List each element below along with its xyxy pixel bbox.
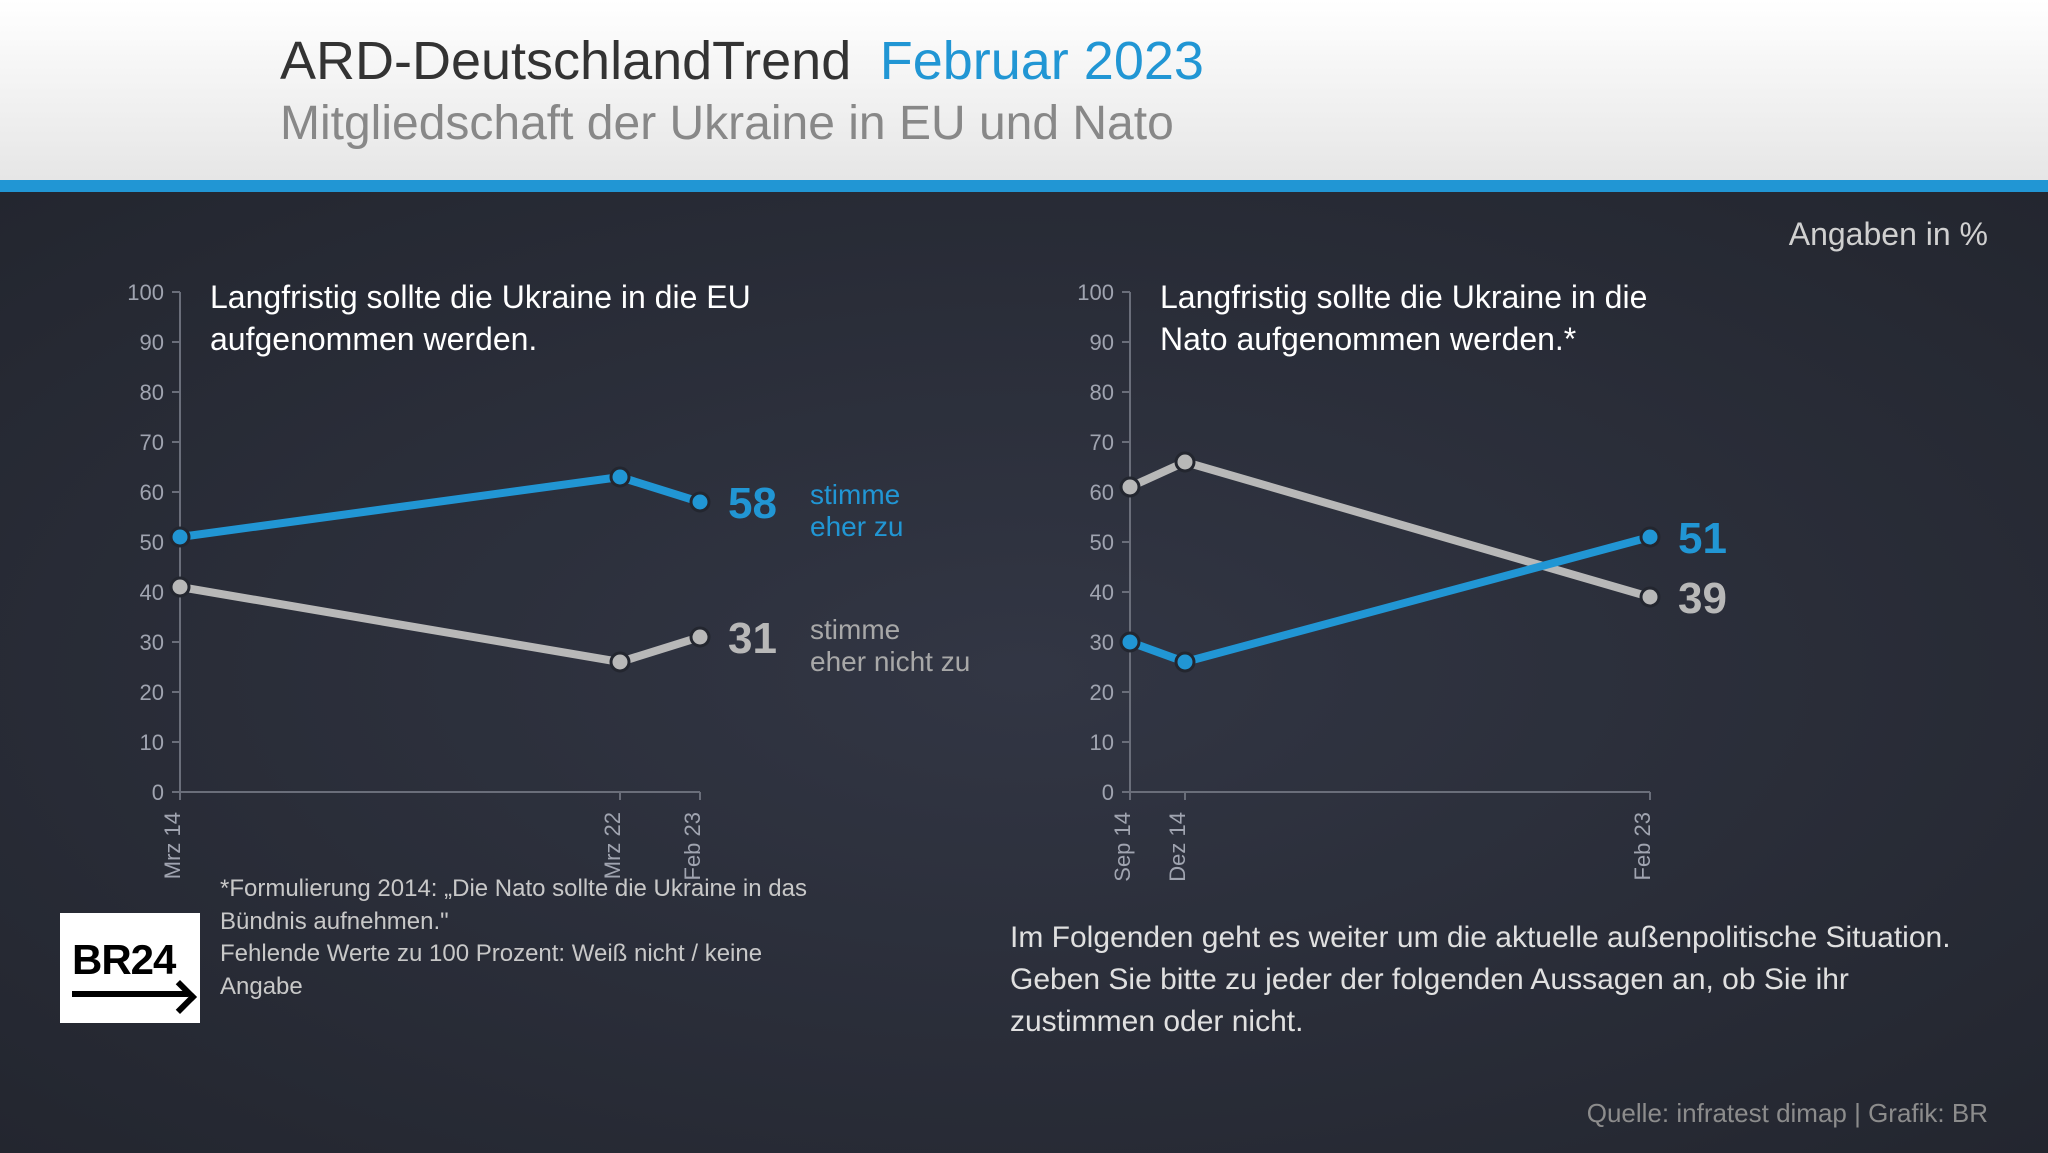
svg-text:80: 80 [140, 380, 164, 405]
svg-text:90: 90 [140, 330, 164, 355]
svg-text:20: 20 [1090, 680, 1114, 705]
svg-text:50: 50 [140, 530, 164, 555]
svg-text:60: 60 [140, 480, 164, 505]
chart-nato-title: Langfristig sollte die Ukraine in die Na… [1160, 277, 1720, 360]
source-credit: Quelle: infratest dimap | Grafik: BR [1587, 1098, 1988, 1129]
svg-text:Mrz 14: Mrz 14 [160, 812, 185, 879]
units-label: Angaben in % [1789, 216, 1988, 253]
svg-text:58: 58 [728, 479, 777, 528]
svg-text:Mrz 22: Mrz 22 [600, 812, 625, 879]
br24-logo: BR24 [60, 913, 200, 1023]
svg-text:eher nicht zu: eher nicht zu [810, 646, 970, 677]
svg-text:10: 10 [140, 730, 164, 755]
svg-text:31: 31 [728, 614, 777, 663]
svg-text:60: 60 [1090, 480, 1114, 505]
title-main: ARD-DeutschlandTrend [280, 31, 851, 91]
logo-underline-icon [72, 991, 188, 997]
svg-text:eher zu: eher zu [810, 511, 903, 542]
svg-text:stimme: stimme [810, 614, 900, 645]
svg-text:39: 39 [1678, 574, 1727, 623]
svg-text:40: 40 [140, 580, 164, 605]
logo-text: BR24 [72, 939, 188, 981]
svg-text:90: 90 [1090, 330, 1114, 355]
svg-text:30: 30 [140, 630, 164, 655]
chart-nato-svg: 0 10 20 30 40 50 60 70 80 90 100 Sep 14 Dez 14 Feb 23… [1050, 272, 1770, 922]
svg-text:51: 51 [1678, 514, 1727, 563]
svg-text:30: 30 [1090, 630, 1114, 655]
chart-eu-svg: 0 10 20 30 40 50 60 70 80 90 100 Mrz 14 Mrz 22 Feb 23… [100, 272, 1000, 922]
footnote: *Formulierung 2014: „Die Nato sollte die… [220, 873, 840, 1003]
svg-text:Sep 14: Sep 14 [1110, 812, 1135, 882]
svg-text:70: 70 [140, 430, 164, 455]
description: Im Folgenden geht es weiter um die aktue… [1010, 917, 1960, 1043]
svg-text:stimme: stimme [810, 479, 900, 510]
chart-eu: Langfristig sollte die Ukraine in die EU… [100, 272, 1000, 922]
svg-text:0: 0 [152, 780, 164, 805]
svg-text:70: 70 [1090, 430, 1114, 455]
subtitle: Mitgliedschaft der Ukraine in EU und Nat… [280, 96, 2048, 151]
main-panel: Angaben in % Langfristig sollte die Ukra… [0, 192, 2048, 1153]
svg-text:100: 100 [1077, 280, 1114, 305]
svg-text:Feb 23: Feb 23 [680, 812, 705, 881]
svg-text:0: 0 [1102, 780, 1114, 805]
svg-text:100: 100 [127, 280, 164, 305]
chart-nato: Langfristig sollte die Ukraine in die Na… [1050, 272, 1770, 922]
svg-text:40: 40 [1090, 580, 1114, 605]
svg-text:80: 80 [1090, 380, 1114, 405]
svg-text:Feb 23: Feb 23 [1630, 812, 1655, 881]
title-date: Februar 2023 [880, 31, 1204, 91]
accent-bar [0, 180, 2048, 192]
svg-text:50: 50 [1090, 530, 1114, 555]
svg-text:Dez 14: Dez 14 [1165, 812, 1190, 882]
svg-text:10: 10 [1090, 730, 1114, 755]
chart-eu-title: Langfristig sollte die Ukraine in die EU… [210, 277, 770, 360]
svg-text:20: 20 [140, 680, 164, 705]
header: ARD-DeutschlandTrend Februar 2023 Mitgli… [0, 0, 2048, 180]
